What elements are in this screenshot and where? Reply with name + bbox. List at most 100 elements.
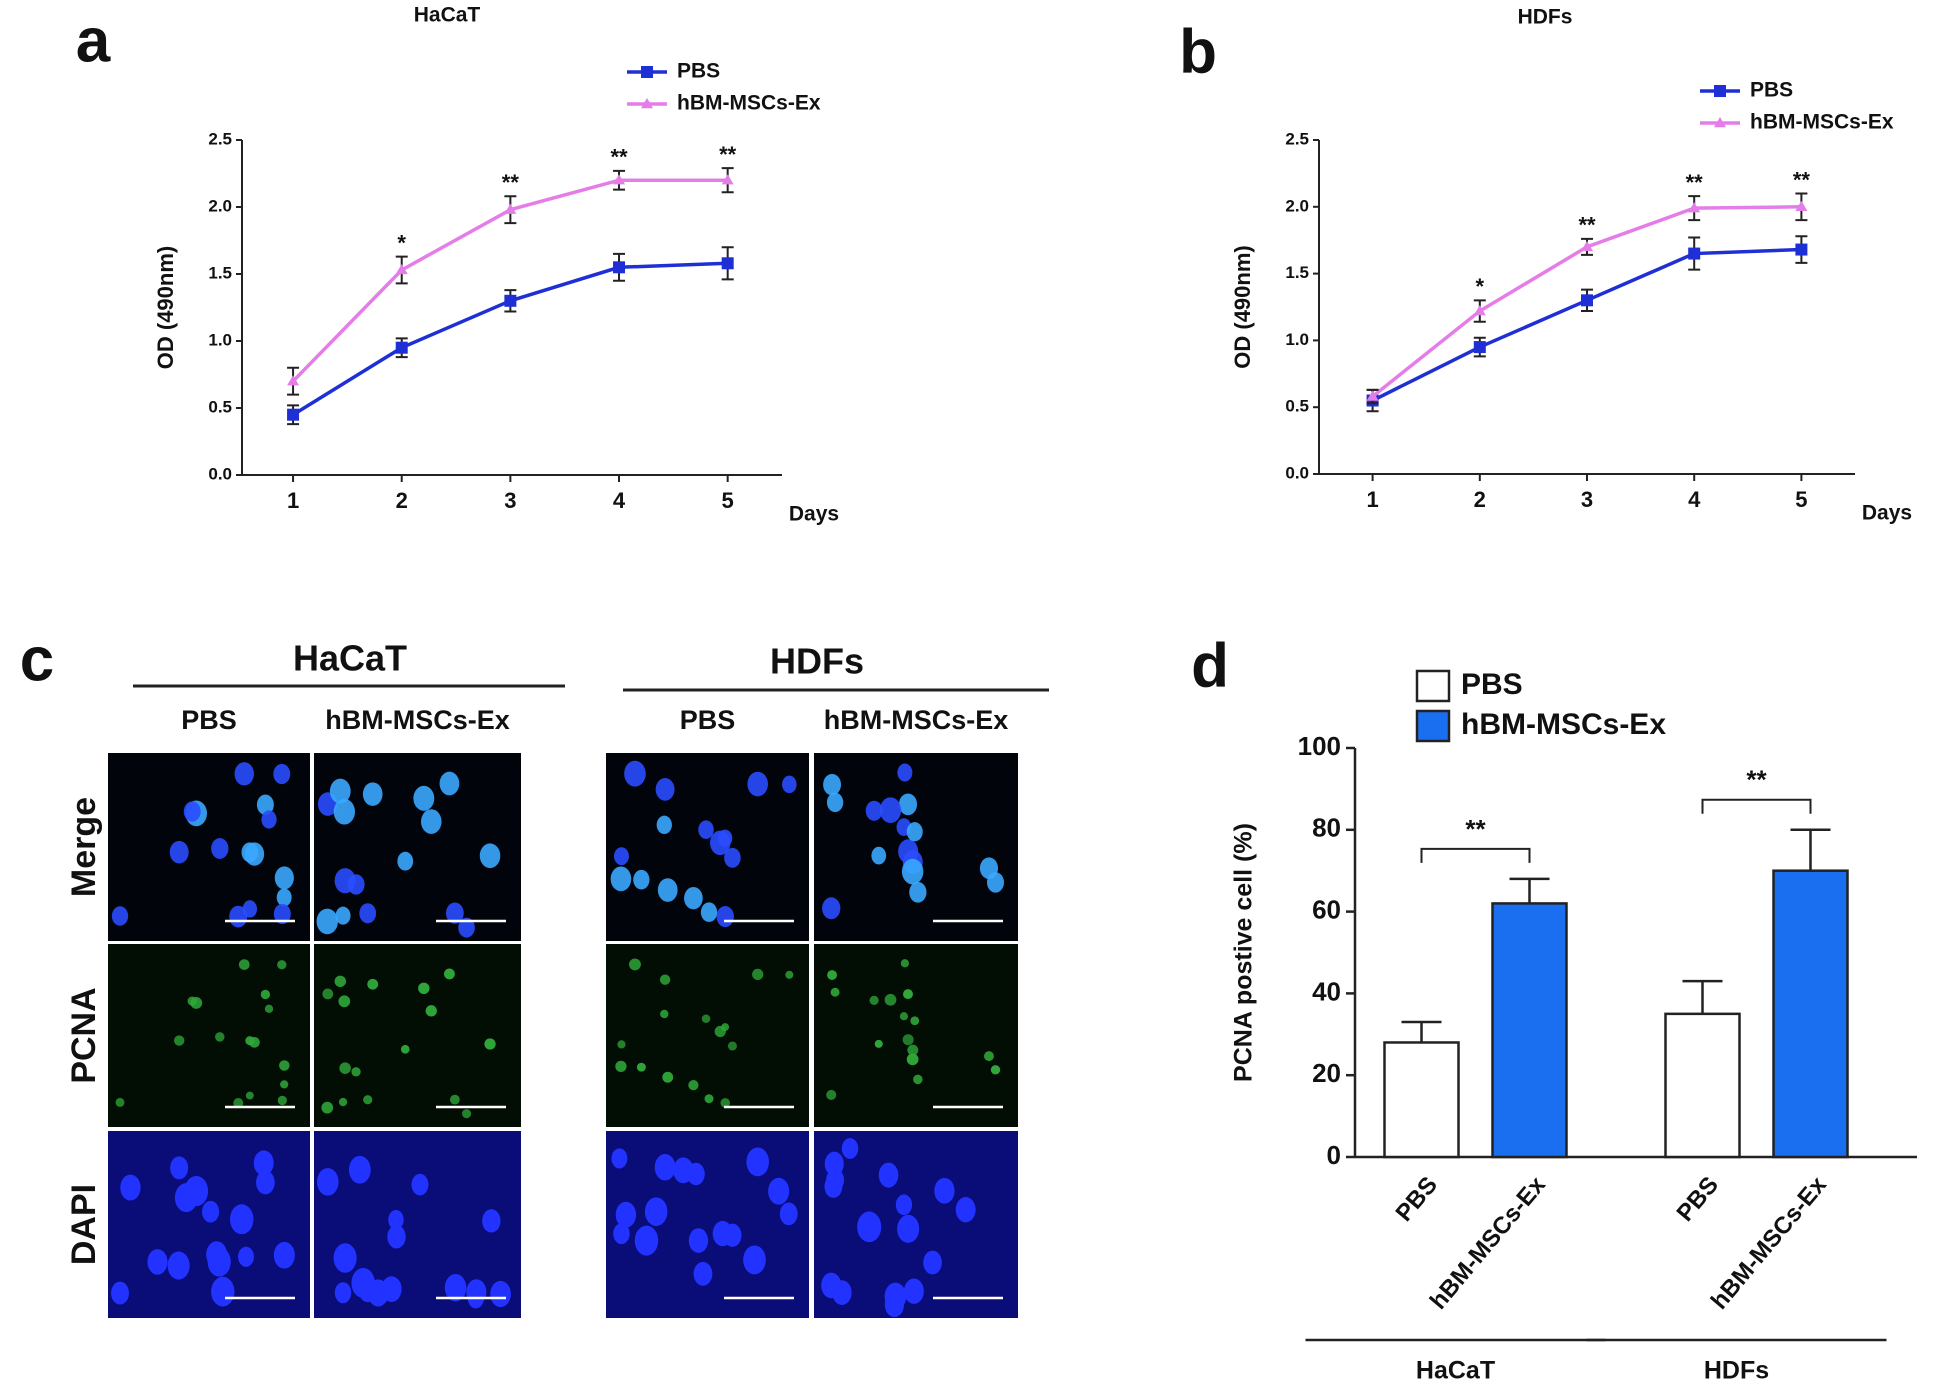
y-tick-label: 2.5: [1285, 129, 1309, 148]
column-label: PBS: [680, 705, 736, 735]
nucleus: [211, 838, 229, 859]
pcna-spot: [245, 1091, 254, 1100]
row-label: Merge: [65, 797, 103, 897]
pcna-spot: [910, 1016, 920, 1026]
pcna-spot: [233, 1097, 244, 1108]
y-tick-label: 80: [1312, 813, 1341, 843]
pcna-spot: [826, 1089, 837, 1100]
x-axis-label: Days: [1862, 502, 1912, 525]
marker: [395, 263, 408, 275]
pcna-spot: [215, 1032, 225, 1042]
error-bar: [1401, 1020, 1442, 1043]
x-tick-label: hBM-MSCs-Ex: [1425, 1171, 1552, 1314]
x-tick-label: 1: [287, 488, 299, 513]
marker: [1581, 294, 1593, 307]
y-tick-label: 0.0: [208, 464, 232, 483]
legend-label: PBS: [1461, 668, 1523, 701]
chart-title: HaCaT: [414, 4, 481, 27]
marker: [504, 203, 517, 214]
pcna-spot: [785, 970, 794, 979]
nucleus: [482, 1209, 501, 1233]
nucleus: [644, 1197, 668, 1227]
nucleus: [202, 1200, 220, 1223]
panel-label: b: [1179, 17, 1217, 86]
column-label: hBM-MSCs-Ex: [824, 705, 1009, 735]
nucleus: [359, 903, 377, 924]
y-tick-label: 40: [1312, 976, 1341, 1006]
nucleus: [955, 1197, 976, 1223]
micrograph: [108, 944, 310, 1127]
pcna-spot: [629, 958, 641, 971]
pcna-spot: [720, 1098, 731, 1108]
series-line: [292, 261, 728, 417]
nucleus: [841, 1138, 859, 1159]
nucleus: [624, 760, 646, 787]
nucleus: [823, 773, 842, 796]
marker: [1795, 200, 1808, 211]
pcna-spot: [714, 1025, 726, 1038]
nucleus: [351, 1268, 375, 1298]
pcna-spot: [906, 1053, 919, 1066]
nucleus: [923, 1250, 942, 1275]
y-axis-label: OD (490nm): [1230, 245, 1255, 368]
error-bar: [1790, 828, 1831, 871]
pcna-spot: [900, 959, 909, 968]
significance: **: [1746, 765, 1767, 795]
nucleus: [779, 1202, 798, 1226]
y-tick-label: 60: [1312, 894, 1341, 924]
nucleus: [878, 1162, 899, 1188]
error-bar: [1682, 979, 1723, 1014]
significance: *: [397, 230, 406, 255]
significance: **: [1793, 167, 1811, 192]
nucleus: [387, 1225, 406, 1249]
marker: [1366, 390, 1379, 401]
nucleus: [184, 1176, 209, 1207]
y-tick-label: 100: [1298, 731, 1341, 761]
y-tick-label: 0.0: [1285, 463, 1309, 482]
y-tick-label: 1.0: [208, 330, 232, 349]
nucleus: [444, 1273, 467, 1302]
nucleus: [747, 771, 768, 797]
nucleus: [895, 1194, 913, 1216]
marker: [613, 261, 626, 274]
legend-label: PBS: [677, 60, 720, 83]
nucleus: [884, 1292, 905, 1318]
nucleus: [334, 1282, 352, 1304]
nucleus: [657, 878, 678, 902]
group-title: HaCaT: [293, 638, 407, 679]
pcna-spot: [660, 1009, 669, 1019]
nucleus: [824, 1175, 843, 1198]
significance: **: [719, 142, 737, 167]
group-title: HDFs: [770, 641, 864, 682]
nucleus: [333, 1243, 357, 1273]
nucleus: [256, 1170, 275, 1195]
nucleus: [865, 800, 883, 821]
nucleus: [654, 1154, 676, 1181]
nucleus: [979, 857, 999, 880]
series-line: [1371, 247, 1802, 403]
nucleus: [613, 847, 629, 866]
pcna-spot: [363, 1095, 373, 1105]
legend-label: hBM-MSCs-Ex: [677, 92, 821, 115]
nucleus: [458, 917, 475, 938]
pcna-spot: [874, 1039, 883, 1048]
significance-bracket: [1701, 798, 1812, 814]
nucleus: [167, 1251, 190, 1280]
y-tick-label: 0.5: [208, 397, 232, 416]
nucleus: [244, 842, 265, 866]
pcna-spot: [277, 960, 287, 970]
pcna-spot: [617, 1040, 626, 1049]
pcna-spot: [636, 1062, 646, 1072]
nucleus: [397, 851, 414, 871]
nucleus: [934, 1177, 955, 1204]
legend-swatch: [1415, 669, 1451, 703]
nucleus: [334, 868, 356, 894]
pcna-spot: [339, 1062, 351, 1074]
marker: [287, 408, 300, 421]
significance-bracket: [1420, 847, 1531, 863]
pcna-spot: [907, 1044, 919, 1056]
nucleus: [362, 782, 383, 806]
pcna-spot: [367, 978, 379, 990]
bar: [1491, 902, 1568, 1159]
pcna-spot: [727, 1041, 737, 1051]
